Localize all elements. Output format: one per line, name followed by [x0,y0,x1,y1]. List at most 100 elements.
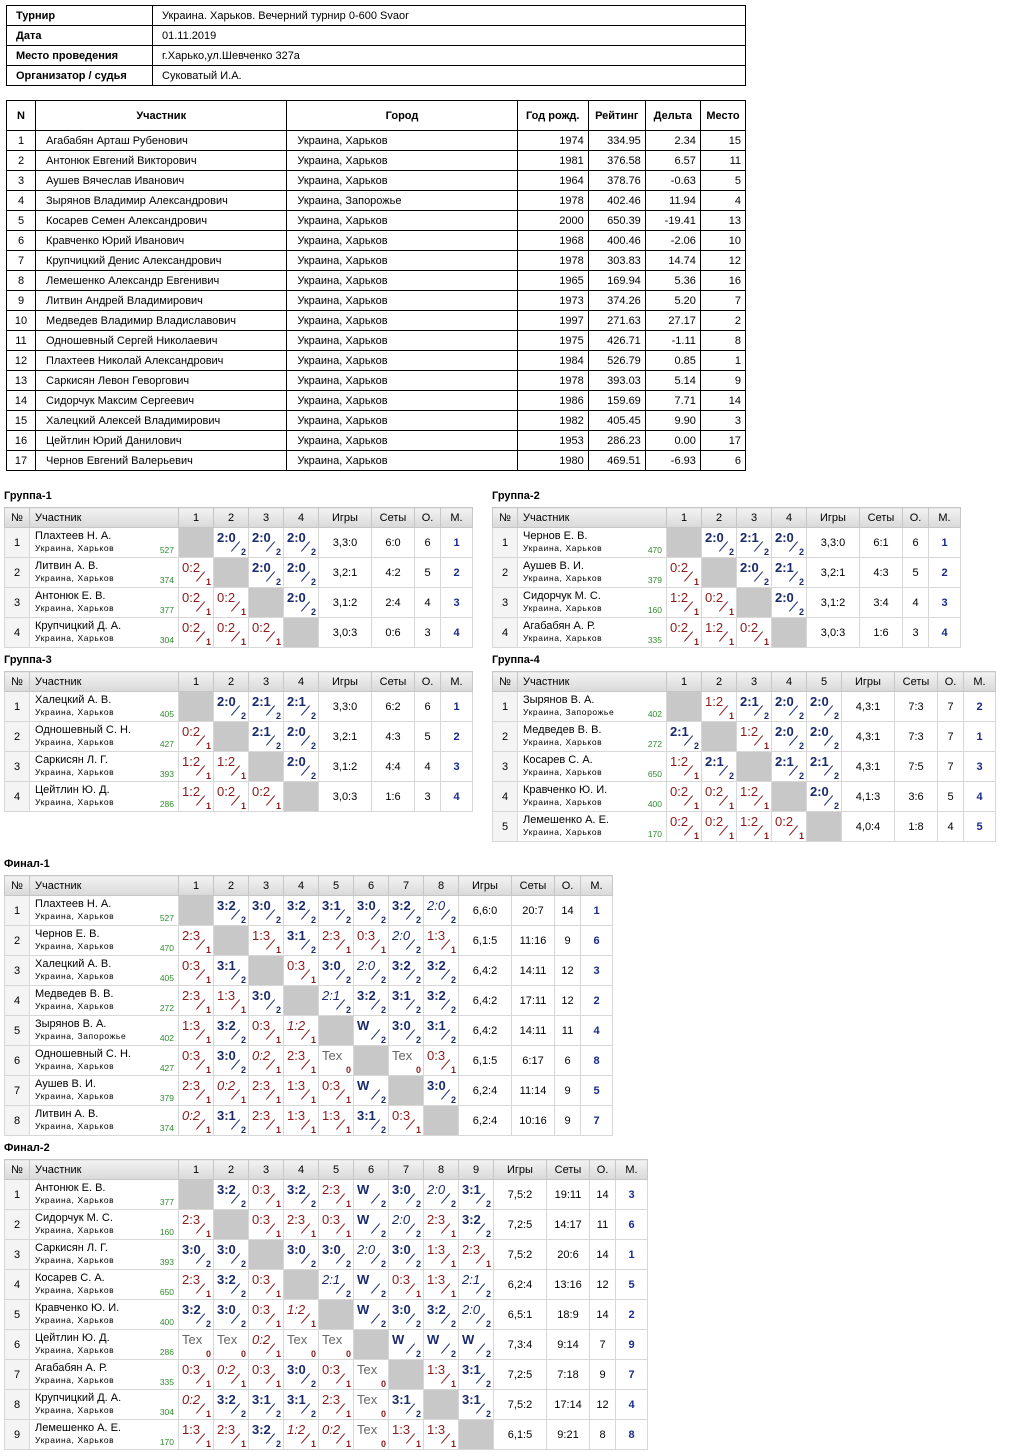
match-score-cell[interactable]: 0:2 1 [178,617,214,648]
match-score-cell[interactable]: 3:2 2 [423,985,459,1016]
match-score-cell[interactable]: 0:3 1 [248,1269,284,1300]
match-score-cell[interactable]: 0:2 1 [771,811,807,842]
match-score-cell[interactable]: 1:3 1 [423,1269,459,1300]
match-score-cell[interactable]: 2:0 2 [736,557,772,588]
match-score-cell[interactable]: 2:0 2 [806,721,842,752]
match-score-cell[interactable]: 1:3 1 [423,1419,459,1450]
match-score-cell[interactable]: 2:3 1 [423,1209,459,1240]
match-score-cell[interactable]: 0:2 1 [178,1105,214,1136]
match-score-cell[interactable]: 0:2 1 [248,617,284,648]
match-score-cell[interactable]: 2:3 1 [213,1419,249,1450]
match-score-cell[interactable]: 2:3 1 [178,985,214,1016]
match-score-cell[interactable]: 2:0 2 [248,527,284,558]
match-score-cell[interactable]: 1:2 1 [178,751,214,782]
match-score-cell[interactable]: 2:0 2 [771,691,807,722]
match-score-cell[interactable]: 3:1 2 [388,1389,424,1420]
match-score-cell[interactable]: 3:0 2 [423,1075,459,1106]
match-score-cell[interactable]: 2:0 2 [283,751,319,782]
match-score-cell[interactable]: 1:3 1 [423,925,459,956]
match-score-cell[interactable]: 2:3 1 [178,1075,214,1106]
match-score-cell[interactable]: 2:0 2 [213,527,249,558]
match-score-cell[interactable]: Tex 0 [318,1329,354,1360]
match-score-cell[interactable]: 1:3 1 [178,1419,214,1450]
match-score-cell[interactable]: 2:0 2 [248,557,284,588]
match-score-cell[interactable]: 2:3 1 [178,1209,214,1240]
match-score-cell[interactable]: 2:3 1 [318,1179,354,1210]
match-score-cell[interactable]: 2:0 2 [353,955,389,986]
match-score-cell[interactable]: 3:2 2 [213,1389,249,1420]
match-score-cell[interactable]: 0:3 1 [423,1045,459,1076]
match-score-cell[interactable]: 2:0 2 [283,587,319,618]
match-score-cell[interactable]: 2:0 2 [771,721,807,752]
match-score-cell[interactable]: Tex 0 [388,1045,424,1076]
match-score-cell[interactable]: Tex 0 [283,1329,319,1360]
match-score-cell[interactable]: 1:3 1 [283,1075,319,1106]
match-score-cell[interactable]: 0:2 1 [213,781,249,812]
match-score-cell[interactable]: 0:3 1 [388,1269,424,1300]
match-score-cell[interactable]: 2:0 2 [423,1179,459,1210]
match-score-cell[interactable]: 2:1 2 [318,1269,354,1300]
match-score-cell[interactable]: 1:2 1 [736,781,772,812]
match-score-cell[interactable]: 1:2 1 [701,691,737,722]
match-score-cell[interactable]: 3:0 2 [318,1239,354,1270]
match-score-cell[interactable]: 0:2 1 [178,721,214,752]
match-score-cell[interactable]: 3:1 2 [388,985,424,1016]
match-score-cell[interactable]: 3:2 2 [458,1209,494,1240]
match-score-cell[interactable]: 3:0 2 [388,1015,424,1046]
match-score-cell[interactable]: 2:0 2 [806,691,842,722]
match-score-cell[interactable]: 1:3 1 [213,985,249,1016]
match-score-cell[interactable]: 2:3 1 [178,1269,214,1300]
match-score-cell[interactable]: 3:1 2 [248,1389,284,1420]
match-score-cell[interactable]: 3:0 2 [283,1239,319,1270]
match-score-cell[interactable]: 0:2 1 [213,587,249,618]
match-score-cell[interactable]: 3:2 2 [178,1299,214,1330]
match-score-cell[interactable]: 2:0 2 [771,527,807,558]
match-score-cell[interactable]: 2:0 2 [458,1299,494,1330]
match-score-cell[interactable]: 3:0 2 [213,1299,249,1330]
match-score-cell[interactable]: 0:2 1 [736,617,772,648]
match-score-cell[interactable]: 0:2 1 [701,811,737,842]
match-score-cell[interactable]: 0:2 1 [701,781,737,812]
match-score-cell[interactable]: 3:1 2 [283,1389,319,1420]
match-score-cell[interactable]: 3:2 2 [388,895,424,926]
match-score-cell[interactable]: 2:3 1 [283,1045,319,1076]
match-score-cell[interactable]: 1:3 1 [318,1105,354,1136]
match-score-cell[interactable]: 2:0 2 [806,781,842,812]
match-score-cell[interactable]: 3:2 2 [213,1269,249,1300]
match-score-cell[interactable]: 3:1 2 [458,1389,494,1420]
match-score-cell[interactable]: 3:2 2 [388,955,424,986]
match-score-cell[interactable]: Tex 0 [353,1389,389,1420]
match-score-cell[interactable]: 2:1 2 [771,751,807,782]
match-score-cell[interactable]: 2:0 2 [213,691,249,722]
match-score-cell[interactable]: 2:0 2 [701,527,737,558]
match-score-cell[interactable]: 2:0 2 [388,1209,424,1240]
match-score-cell[interactable]: 3:0 2 [248,985,284,1016]
match-score-cell[interactable]: 3:1 2 [458,1179,494,1210]
match-score-cell[interactable]: 1:2 1 [701,617,737,648]
match-score-cell[interactable]: 2:0 2 [423,895,459,926]
match-score-cell[interactable]: 2:0 2 [771,587,807,618]
match-score-cell[interactable]: 2:3 1 [248,1075,284,1106]
match-score-cell[interactable]: 2:1 2 [458,1269,494,1300]
match-score-cell[interactable]: 2:3 1 [248,1105,284,1136]
match-score-cell[interactable]: 2:1 2 [283,691,319,722]
match-score-cell[interactable]: 1:3 1 [423,1359,459,1390]
match-score-cell[interactable]: 3:1 2 [318,895,354,926]
match-score-cell[interactable]: 3:1 2 [458,1359,494,1390]
match-score-cell[interactable]: 3:0 2 [213,1239,249,1270]
match-score-cell[interactable]: 3:1 2 [213,1105,249,1136]
match-score-cell[interactable]: 3:2 2 [423,955,459,986]
match-score-cell[interactable]: 2:1 2 [248,721,284,752]
match-score-cell[interactable]: 1:2 1 [666,587,702,618]
match-score-cell[interactable]: 3:2 2 [213,1015,249,1046]
match-score-cell[interactable]: 3:2 2 [423,1299,459,1330]
match-score-cell[interactable]: 1:2 1 [178,781,214,812]
match-score-cell[interactable]: 0:3 1 [248,1299,284,1330]
match-score-cell[interactable]: 0:2 1 [213,617,249,648]
